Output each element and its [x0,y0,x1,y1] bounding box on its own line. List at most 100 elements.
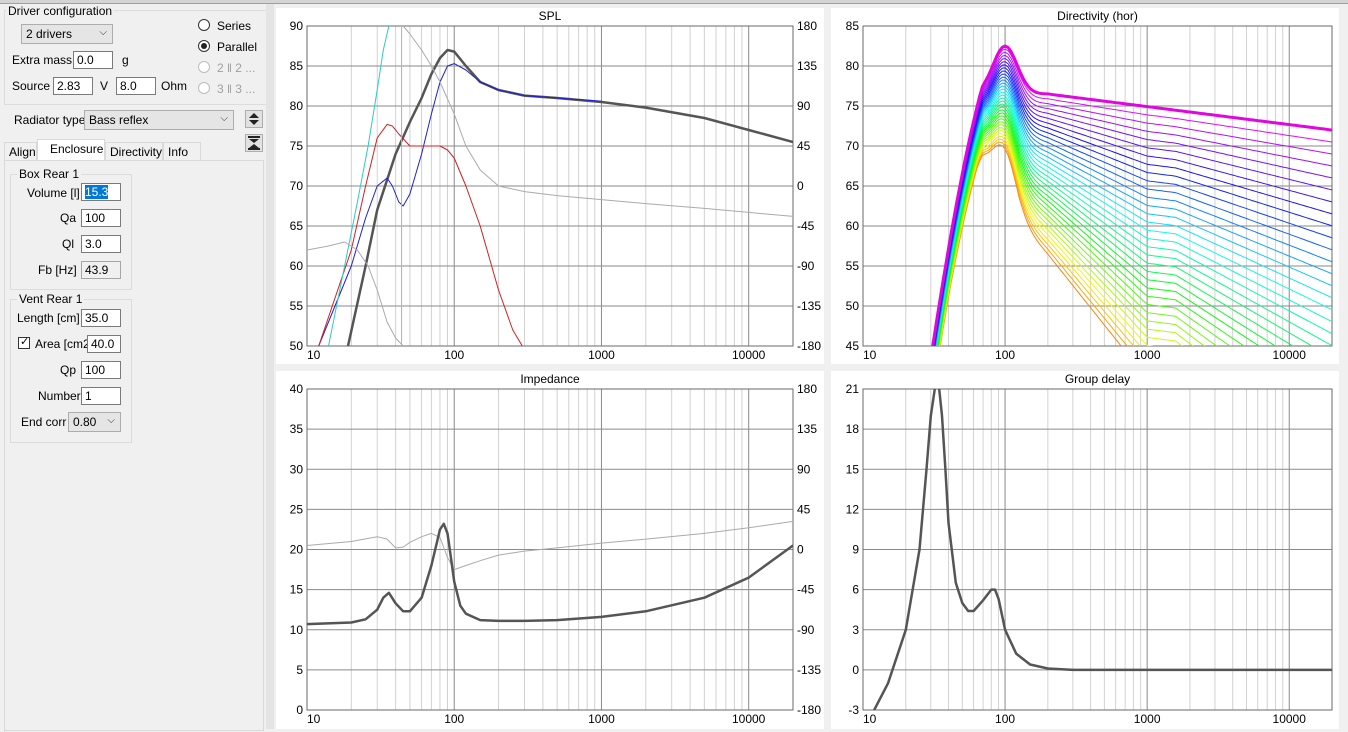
group-delay-chart: Group delay 21 18 15 12 9 6 3 0 -3 10 100 1000 10000 [846,372,1333,726]
directivity-plot[interactable]: Directivity (hor) 85 80 75 70 65 60 55 50 45 10 100… [831,8,1339,364]
series-line [873,389,1332,710]
vent-number-input[interactable]: 1 [81,387,121,405]
source-impedance-unit: Ohm [161,79,188,93]
panel-splitter[interactable] [266,4,274,729]
y-tick-label: 80 [846,59,860,73]
x-tick-label: 10000 [1273,348,1307,362]
tab-directivity[interactable]: Directivity [105,142,163,160]
y-tick-label: 80 [290,99,304,113]
y2-tick-label: 45 [797,139,811,153]
area-checkbox[interactable] [18,335,30,349]
vent-length-input[interactable]: 35.0 [81,309,121,327]
directivity-curve [935,85,1332,346]
y-tick-label: 35 [290,422,304,436]
impedance-chart: Impedance 40 180 35 135 30 90 25 45 20 0 15 -45 10 -90… [290,372,822,726]
collapse-arrows-icon [248,136,260,150]
x-tick-label: 10 [863,348,877,362]
config-3x3-label: 3 ‖ 3 ... [217,82,256,96]
directivity-curve [931,44,1332,346]
tab-enclosure[interactable]: Enclosure [37,139,105,161]
directivity-curve [933,61,1332,346]
source-voltage-input[interactable]: 2.83 [53,77,93,95]
y2-tick-label: 135 [797,422,817,436]
config-2x2-label: 2 ‖ 2 ... [217,61,256,75]
plot-frame [862,25,1333,347]
volume-value: 15.3 [85,185,109,199]
y-tick-label: 3 [852,623,859,637]
directivity-curve [933,64,1332,346]
spl-plot[interactable]: SPL 90 180 85 135 80 90 75 45 70 0 65 -45 60 -90 55 -135… [276,8,824,364]
y-tick-label: 55 [290,299,304,313]
series-line [318,123,523,346]
window-top-border [0,0,1348,4]
series-radio[interactable] [198,19,210,31]
x-tick-label: 100 [995,348,1015,362]
tab-align[interactable]: Align [4,142,37,160]
vent-area-label: Area [cm2 [35,337,90,351]
spl-chart: SPL 90 180 85 135 80 90 75 45 70 0 65 -45 60 -90 55 -135… [290,9,822,362]
y-tick-label: 60 [846,219,860,233]
config-3x3-radio[interactable] [198,82,210,94]
y2-tick-label: 45 [797,502,811,516]
y-tick-label: 50 [846,299,860,313]
end-corr-select[interactable]: 0.80 ⌵ [68,412,121,432]
y-tick-label: 21 [846,382,860,396]
x-tick-label: 10 [307,348,321,362]
impedance-plot[interactable]: Impedance 40 180 35 135 30 90 25 45 20 0 15 -45 10 -90… [276,371,824,729]
extra-mass-input[interactable]: 0.0 [73,51,113,69]
enclosure-tab-page: Box Rear 1 Volume [l] 15.3 Qa 100 Ql 3.0… [4,160,264,731]
series-line [318,63,602,346]
volume-input[interactable]: 15.3 [81,183,121,201]
y-tick-label: 65 [846,179,860,193]
y-tick-label: 15 [290,583,304,597]
y-tick-label: 20 [290,543,304,557]
settings-panel: Driver configuration 2 drivers ⌵ Extra m… [0,4,267,731]
y2-tick-label: -45 [797,219,815,233]
source-impedance-input[interactable]: 8.0 [116,77,156,95]
vent-area-input[interactable]: 40.0 [87,335,121,353]
y2-tick-label: 180 [797,382,817,396]
plot-title: Impedance [520,372,580,386]
y-tick-label: 12 [846,502,860,516]
group-delay-plot[interactable]: Group delay 21 18 15 12 9 6 3 0 -3 10 100 1000 10000 [831,371,1339,729]
driver-config-title: Driver configuration [6,4,115,18]
y-tick-label: 6 [852,583,859,597]
x-tick-label: 100 [444,348,464,362]
series-line [346,48,793,346]
y-tick-label: 45 [846,339,860,353]
y-tick-label: 75 [846,99,860,113]
qa-label: Qa [60,211,77,225]
parallel-label: Parallel [217,40,258,54]
parallel-radio[interactable] [198,40,210,52]
y-tick-label: 0 [852,663,859,677]
x-tick-label: 1000 [1134,348,1161,362]
tab-info[interactable]: Info [163,142,201,160]
series-label: Series [217,19,252,33]
y2-tick-label: 0 [797,179,804,193]
chevron-down-icon: ⌵ [107,415,115,426]
extra-mass-label: Extra mass [12,53,73,67]
collapse-button[interactable] [245,134,263,152]
y-tick-label: 18 [846,422,860,436]
vent-number-label: Number [38,389,81,403]
move-up-button[interactable] [245,110,263,128]
fb-label: Fb [Hz] [38,263,77,277]
y-tick-label: 85 [846,19,860,33]
vent-length-label: Length [cm] [17,311,80,325]
plot-title: Group delay [1065,372,1130,386]
qa-input[interactable]: 100 [81,209,121,227]
y2-tick-label: 180 [797,19,817,33]
radiator-type-label: Radiator type [14,113,86,127]
extra-mass-unit: g [122,53,129,67]
plot-frame [306,388,794,711]
directivity-curve [932,51,1332,346]
qp-input[interactable]: 100 [81,361,121,379]
radiator-type-select[interactable]: Bass reflex ⌵ [84,110,234,130]
y-tick-label: 50 [290,339,304,353]
y-tick-label: 15 [846,462,860,476]
x-tick-label: 10000 [732,712,766,726]
ql-input[interactable]: 3.0 [81,235,121,253]
y2-tick-label: -180 [797,339,821,353]
config-2x2-radio[interactable] [198,61,210,73]
drivers-select[interactable]: 2 drivers ⌵ [21,24,113,44]
